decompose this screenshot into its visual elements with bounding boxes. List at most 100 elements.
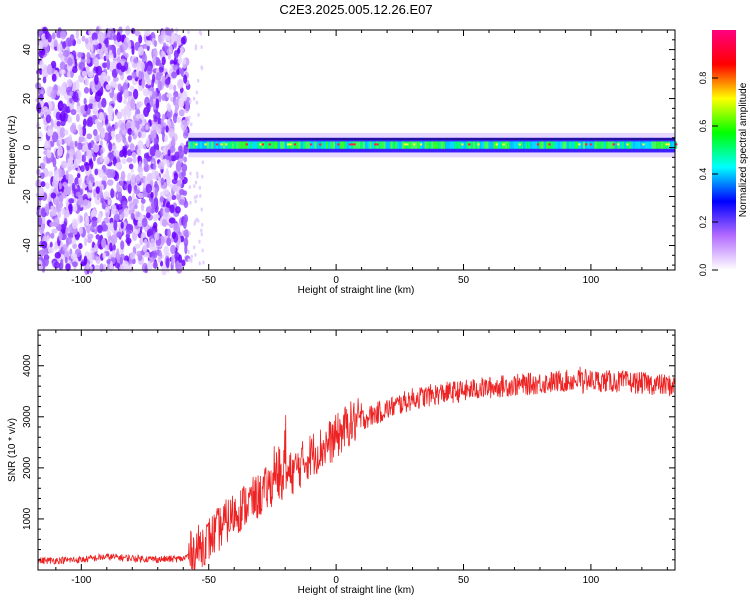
noise-point	[96, 157, 101, 165]
noise-point	[45, 114, 52, 124]
noise-point	[110, 188, 115, 199]
noise-point	[168, 128, 175, 139]
band-cell	[516, 141, 519, 149]
snr-ytick-label: 3000	[22, 405, 33, 428]
noise-point	[171, 194, 177, 201]
noise-point	[135, 211, 141, 218]
noise-point	[53, 245, 58, 251]
noise-point	[58, 182, 62, 190]
noise-point	[65, 237, 70, 248]
noise-point	[169, 204, 175, 214]
noise-point	[81, 181, 86, 191]
band-cell	[252, 141, 255, 149]
noise-point	[190, 122, 193, 127]
noise-point	[124, 121, 132, 129]
band-peak	[293, 143, 297, 146]
noise-point	[140, 177, 144, 184]
noise-point	[152, 47, 158, 59]
noise-point	[71, 182, 76, 192]
band-cell	[491, 141, 494, 149]
noise-point	[40, 172, 45, 179]
noise-point	[97, 212, 102, 223]
noise-point	[58, 52, 64, 58]
band-cell	[619, 141, 622, 149]
snr-xlabel: Height of straight line (km)	[298, 585, 415, 596]
noise-point	[161, 113, 166, 121]
band-cell	[227, 141, 230, 149]
noise-point	[51, 228, 58, 234]
band-peak	[665, 143, 669, 146]
band-cell	[275, 141, 278, 149]
noise-point	[153, 115, 158, 123]
band-cell	[445, 141, 448, 149]
noise-point	[70, 109, 77, 116]
band-cell	[231, 141, 235, 149]
noise-point	[201, 174, 204, 179]
noise-point	[108, 49, 113, 59]
noise-point	[51, 73, 57, 82]
band-cell	[486, 141, 489, 149]
noise-point	[127, 128, 133, 136]
noise-point	[62, 41, 66, 49]
noise-point	[72, 261, 78, 268]
noise-point	[80, 165, 85, 173]
noise-point	[171, 254, 175, 266]
noise-point	[188, 231, 191, 236]
noise-point	[85, 65, 90, 73]
noise-point	[60, 30, 67, 40]
noise-point	[128, 200, 134, 211]
noise-point	[78, 242, 83, 250]
band-cell	[300, 141, 304, 149]
noise-point	[113, 76, 119, 82]
noise-point	[140, 113, 145, 121]
band-cell	[291, 141, 294, 149]
band-cell	[188, 141, 191, 149]
band-peak	[286, 143, 290, 146]
noise-point	[36, 102, 42, 113]
noise-point	[176, 192, 182, 201]
band-peak	[225, 143, 229, 146]
band-cell	[669, 141, 673, 149]
noise-point	[157, 255, 162, 263]
noise-point	[193, 221, 196, 226]
band-cell	[575, 141, 579, 149]
noise-point	[173, 222, 180, 234]
band-peak	[348, 143, 352, 146]
band-cell	[358, 141, 361, 149]
noise-point	[59, 264, 63, 270]
noise-point	[86, 148, 92, 160]
noise-point	[176, 116, 182, 124]
noise-point	[153, 214, 160, 220]
band-cell	[369, 141, 372, 149]
band-cell	[447, 141, 450, 149]
noise-point	[183, 237, 189, 247]
noise-point	[67, 157, 71, 166]
band-cell	[624, 141, 627, 149]
noise-point	[194, 44, 198, 49]
signal-band	[188, 132, 678, 158]
band-cell	[394, 141, 398, 149]
noise-point	[51, 179, 59, 189]
noise-point	[202, 260, 205, 265]
noise-point	[183, 156, 188, 163]
noise-point	[141, 52, 147, 64]
band-cell	[484, 141, 487, 149]
band-peak	[309, 143, 313, 146]
noise-point	[199, 31, 203, 36]
band-cell	[559, 141, 563, 149]
noise-point	[145, 183, 153, 194]
band-peak	[337, 143, 341, 146]
noise-point	[149, 96, 154, 108]
band-cell	[564, 141, 567, 149]
noise-point	[147, 228, 153, 236]
noise-point	[99, 49, 104, 60]
noise-point	[134, 243, 141, 249]
noise-point	[37, 198, 42, 207]
spectrogram-ytick-label: 40	[22, 44, 33, 56]
noise-point	[142, 88, 149, 97]
band-cell	[241, 141, 244, 149]
spectrogram-xtick-label: 50	[458, 275, 470, 286]
noise-point	[164, 134, 168, 143]
noise-point	[111, 249, 116, 259]
